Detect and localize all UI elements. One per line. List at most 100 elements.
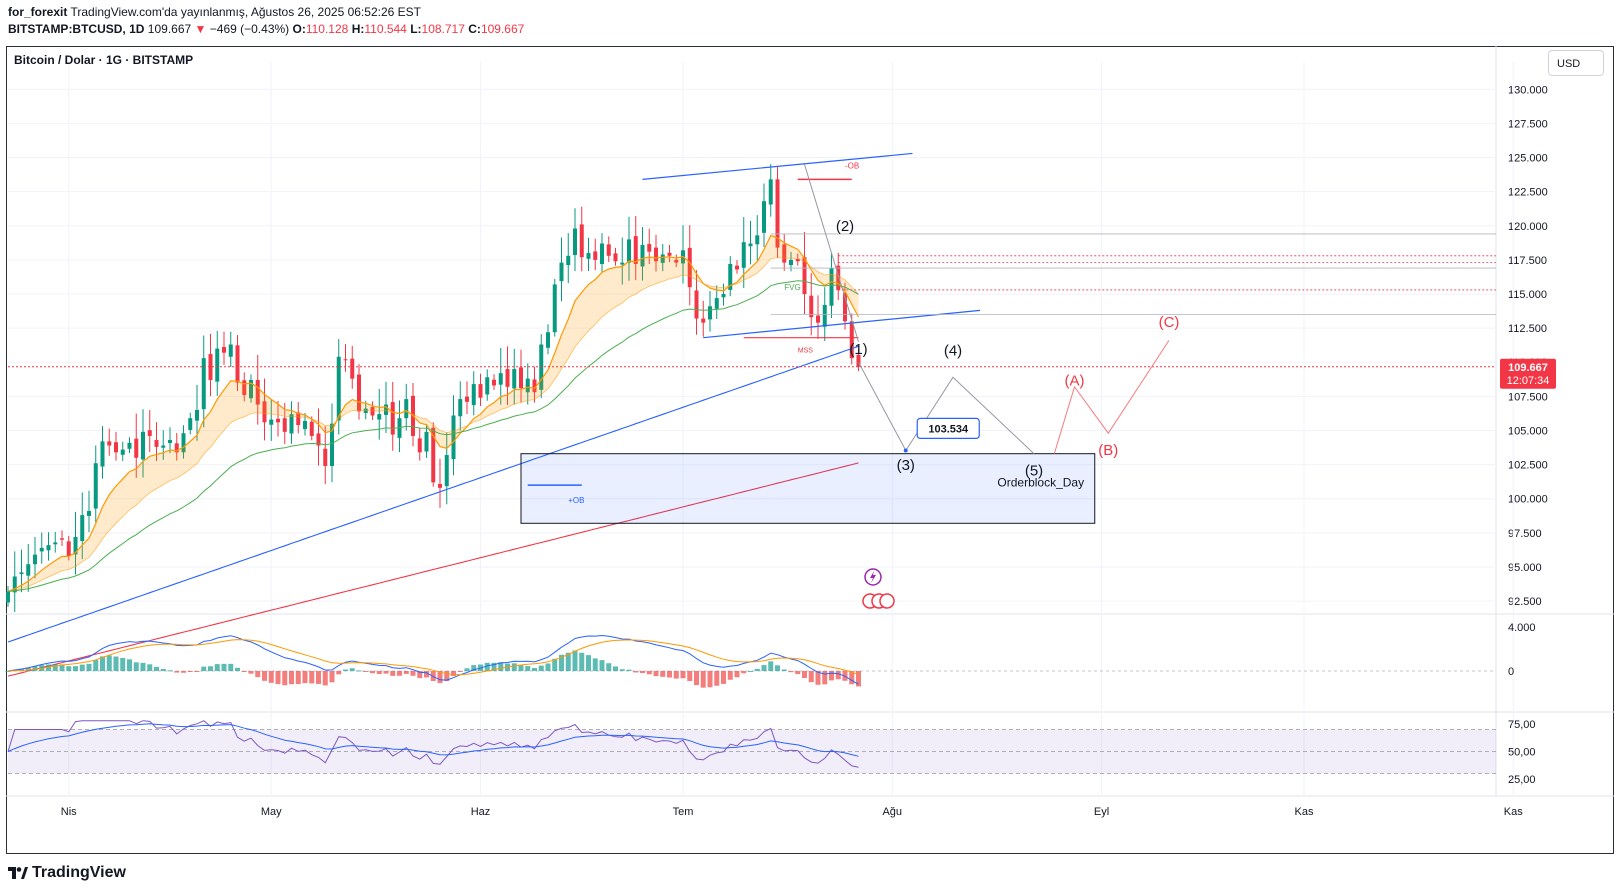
macd-histogram-bar (86, 663, 92, 671)
macd-histogram-bar (410, 671, 416, 676)
macd-histogram-bar (167, 670, 173, 672)
candle-body (431, 427, 436, 483)
macd-histogram-bar (154, 666, 159, 671)
y-tick-label: 100.000 (1508, 494, 1548, 506)
macd-histogram-bar (424, 671, 429, 678)
candle-body (161, 445, 166, 448)
high-label: H: (351, 22, 365, 36)
symbol-name[interactable]: BITSTAMP:BTCUSD, 1D (8, 22, 145, 36)
correction-projection-line (1053, 340, 1170, 454)
x-tick-label: Kas (1295, 806, 1314, 818)
candle-body (255, 379, 260, 405)
macd-histogram-bar (525, 666, 531, 671)
candle-body (168, 440, 172, 444)
candle-body (471, 384, 476, 406)
x-tick-label: May (261, 806, 282, 818)
candle-body (208, 354, 213, 380)
symbol-line: BITSTAMP:BTCUSD, 1D 109.667 ▼ −469 (−0.4… (8, 22, 524, 36)
macd-histogram-bar (835, 671, 841, 680)
macd-histogram-bar (133, 662, 139, 671)
candle-body (60, 538, 64, 540)
candle-body (492, 379, 496, 386)
macd-histogram-bar (322, 671, 328, 686)
macd-histogram-bar (741, 671, 747, 674)
macd-histogram-bar (187, 671, 193, 672)
candle-body (768, 179, 773, 205)
macd-histogram-bar (532, 668, 537, 671)
tradingview-logo-icon (8, 867, 28, 879)
candle-body (181, 433, 186, 453)
macd-histogram-bar (788, 671, 794, 673)
macd-histogram-bar (673, 671, 679, 679)
macd-histogram-bar (19, 668, 24, 671)
macd-histogram-bar (451, 671, 456, 677)
macd-histogram-bar (25, 667, 31, 671)
macd-histogram-bar (653, 671, 659, 677)
correction-label: (A) (1065, 372, 1085, 389)
macd-histogram-bar (471, 665, 477, 671)
y-tick-label: 117.500 (1508, 255, 1547, 267)
last-price-badge-value: 109.667 (1508, 362, 1548, 374)
x-tick-label: Haz (471, 806, 491, 818)
publisher-name[interactable]: for_forexit (8, 5, 68, 19)
candle-body (795, 259, 800, 262)
macd-histogram-bar (228, 663, 234, 671)
candle-body (525, 378, 530, 393)
candle-body (802, 257, 807, 295)
candle-body (147, 430, 152, 436)
macd-histogram-bar (815, 671, 821, 685)
candle-body (593, 251, 598, 260)
candles-group (6, 164, 861, 612)
candle-body (579, 224, 584, 258)
channel-bottom-line (703, 309, 981, 339)
y-tick-label: 112.500 (1508, 323, 1547, 335)
macd-histogram-bar (680, 671, 686, 679)
tradingview-logo[interactable]: TradingView (8, 864, 126, 882)
candle-body (100, 441, 105, 467)
macd-histogram-bar (545, 663, 551, 671)
candle-body (532, 379, 537, 393)
candle-body (816, 315, 820, 323)
orderblock-label: Orderblock_Day (997, 475, 1084, 489)
macd-histogram-bar (734, 671, 740, 678)
macd-histogram-bar (768, 661, 774, 671)
candle-body (647, 244, 652, 252)
target-price-label: 103.534 (928, 423, 969, 435)
candle-body (849, 321, 854, 359)
macd-tick-label: 0 (1508, 666, 1514, 678)
currency-button[interactable]: USD (1548, 50, 1604, 76)
x-tick-label: Nis (61, 806, 77, 818)
logo-text: TradingView (32, 864, 126, 881)
macd-histogram-bar (194, 671, 200, 672)
macd-histogram-bar (262, 671, 267, 681)
y-tick-label: 105.000 (1508, 425, 1548, 437)
macd-histogram-bar (370, 671, 375, 674)
candle-body (222, 346, 226, 353)
close-label: C: (468, 22, 481, 36)
last-price-badge-countdown: 12:07:34 (1507, 375, 1550, 387)
macd-histogram-bar (694, 671, 699, 686)
macd-histogram-bar (329, 671, 335, 683)
macd-histogram-bar (667, 671, 672, 678)
macd-histogram-bar (181, 671, 186, 673)
candle-body (674, 259, 679, 263)
candle-body (586, 253, 591, 259)
ema-fast-line (7, 234, 860, 593)
rsi-line (7, 720, 859, 768)
candle-body (141, 431, 145, 460)
candle-body (235, 345, 240, 383)
candle-body (714, 298, 719, 309)
candle-body (296, 412, 301, 426)
candle-body (741, 242, 746, 268)
price-change: −469 (−0.43%) (209, 22, 290, 36)
candle-body (627, 239, 631, 263)
macd-histogram-bar (552, 658, 558, 671)
wave-label: (4) (944, 342, 962, 359)
rsi-tick-label: 50,00 (1508, 747, 1536, 759)
macd-histogram-bar (390, 671, 396, 676)
macd-histogram-bar (302, 671, 308, 684)
candle-body (390, 402, 395, 435)
wave-projection-line (858, 361, 1035, 455)
macd-histogram-bar (316, 671, 321, 684)
